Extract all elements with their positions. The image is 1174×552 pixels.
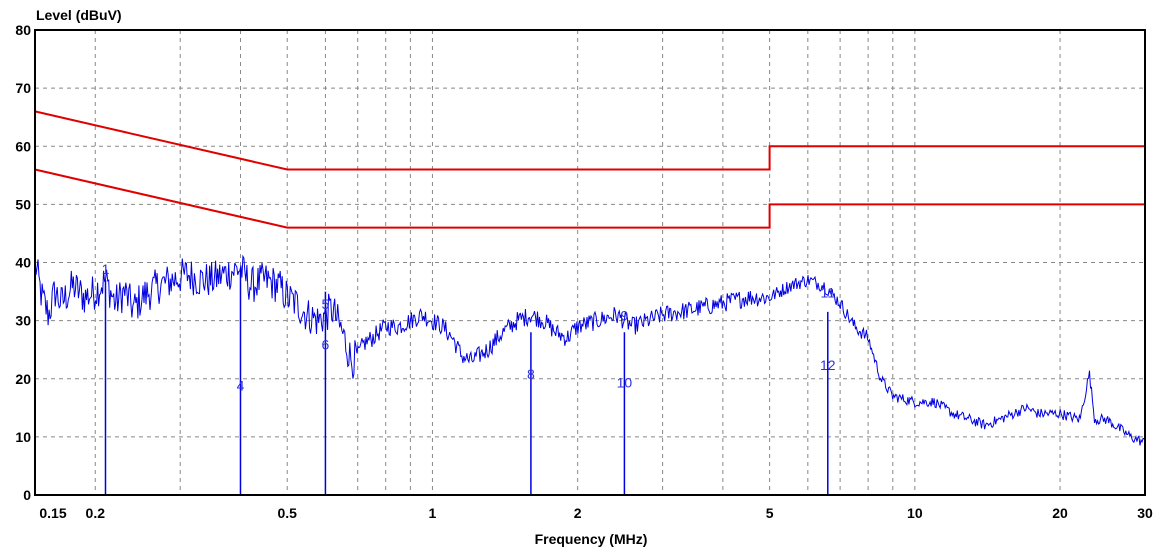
marker-label: 4	[237, 377, 245, 393]
x-tick-label: 0.5	[277, 505, 297, 521]
limit-line	[34, 110, 1145, 171]
y-tick-label: 70	[15, 80, 31, 96]
y-tick-labels: 0 10 20 30 40 50 60 70 80	[15, 22, 31, 503]
y-axis-label: Level (dBuV)	[36, 7, 122, 23]
x-tick-label: 30	[1137, 505, 1153, 521]
y-tick-label: 30	[15, 313, 31, 329]
x-tick-label: 2	[574, 505, 582, 521]
series-line	[34, 254, 1146, 446]
limit-line	[34, 168, 1145, 229]
y-tick-label: 0	[23, 487, 31, 503]
y-tick-label: 60	[15, 138, 31, 154]
markers: 1 4 5 6 8 9 10 11 12	[102, 261, 836, 495]
x-tick-labels: 0.15 0.2 0.5 1 2 5 10 20 30	[39, 505, 1153, 521]
y-tick-label: 40	[15, 255, 31, 271]
marker-label: 6	[322, 337, 330, 353]
x-axis-label: Frequency (MHz)	[535, 531, 648, 547]
marker-label: 5	[322, 296, 330, 312]
y-tick-label: 50	[15, 196, 31, 212]
x-tick-label: 20	[1052, 505, 1068, 521]
y-tick-label: 10	[15, 429, 31, 445]
marker-label: 9	[621, 308, 629, 324]
x-tick-label: 10	[907, 505, 923, 521]
marker-label: 10	[617, 374, 633, 390]
x-tick-label: 0.2	[86, 505, 106, 521]
x-tick-label: 0.15	[39, 505, 66, 521]
marker-label: 1	[102, 261, 110, 277]
limit-lines	[34, 110, 1145, 229]
x-tick-label: 1	[429, 505, 437, 521]
plot-frame	[34, 29, 1146, 496]
y-tick-label: 80	[15, 22, 31, 38]
x-tick-label: 5	[766, 505, 774, 521]
marker-label: 12	[820, 357, 836, 373]
series-group	[34, 254, 1146, 446]
marker-label: 8	[527, 366, 535, 382]
grid	[35, 30, 1145, 495]
y-tick-label: 20	[15, 371, 31, 387]
marker-label: 11	[821, 284, 836, 300]
